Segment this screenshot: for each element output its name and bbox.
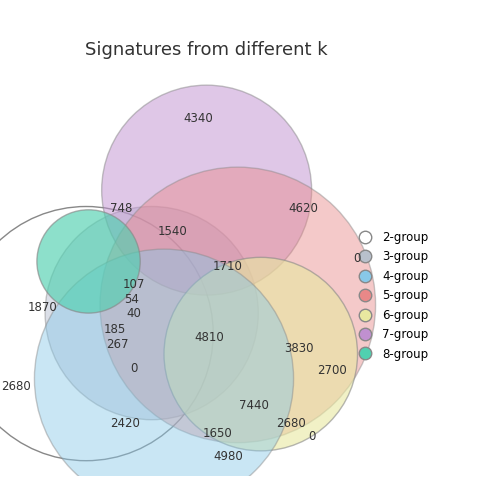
Text: 2680: 2680 (2, 381, 31, 394)
Title: Signatures from different k: Signatures from different k (85, 41, 328, 58)
Text: 0: 0 (130, 362, 138, 375)
Circle shape (164, 258, 357, 451)
Text: 4340: 4340 (183, 112, 213, 125)
Text: 1870: 1870 (28, 301, 57, 314)
Text: 3830: 3830 (285, 342, 314, 355)
Text: 1540: 1540 (157, 225, 187, 237)
Text: 1650: 1650 (203, 427, 232, 440)
Circle shape (45, 207, 258, 420)
Text: 2680: 2680 (276, 417, 306, 430)
Text: 54: 54 (124, 293, 139, 305)
Circle shape (37, 210, 140, 313)
Text: 185: 185 (104, 323, 126, 336)
Text: 4810: 4810 (194, 331, 224, 344)
Text: 1710: 1710 (213, 260, 243, 273)
Text: 107: 107 (122, 278, 145, 291)
Circle shape (100, 167, 375, 443)
Circle shape (102, 85, 311, 295)
Text: 4980: 4980 (213, 450, 243, 463)
Text: 2700: 2700 (317, 364, 347, 377)
Circle shape (34, 249, 293, 504)
Legend: 2-group, 3-group, 4-group, 5-group, 6-group, 7-group, 8-group: 2-group, 3-group, 4-group, 5-group, 6-gr… (349, 226, 433, 365)
Text: 40: 40 (126, 306, 141, 320)
Text: 2420: 2420 (110, 417, 140, 430)
Text: 4620: 4620 (288, 203, 319, 216)
Text: 267: 267 (106, 338, 129, 351)
Text: 7440: 7440 (239, 399, 269, 412)
Text: 0: 0 (308, 429, 316, 443)
Text: 748: 748 (110, 203, 133, 216)
Text: 0: 0 (353, 251, 360, 265)
